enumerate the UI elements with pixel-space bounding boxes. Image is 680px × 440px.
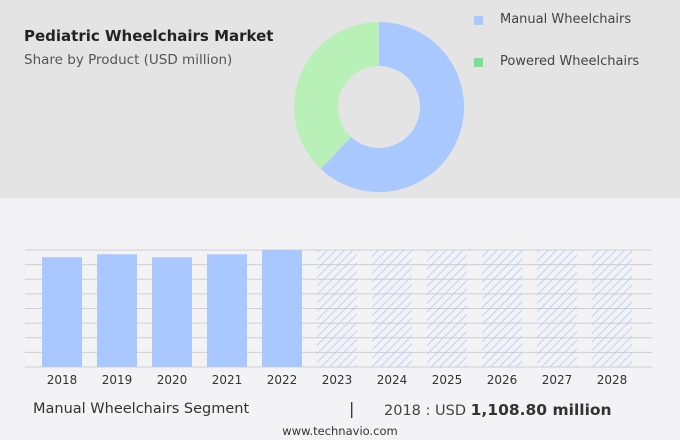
bar-forecast-2024: [372, 250, 412, 367]
x-tick-label: 2023: [322, 373, 353, 387]
bar-forecast-2023: [317, 250, 357, 367]
legend-item-manual: Manual Wheelchairs: [474, 12, 674, 30]
x-tick-label: 2026: [487, 373, 518, 387]
year-label: 2018 : USD: [384, 403, 466, 419]
separator: |: [349, 399, 355, 418]
bar-forecast-2025: [427, 250, 467, 367]
chart-title: Pediatric Wheelchairs Market: [24, 27, 274, 45]
legend-item-powered: Powered Wheelchairs: [474, 54, 674, 72]
bar-forecast-2028: [592, 250, 632, 367]
legend-label: Powered Wheelchairs: [500, 54, 640, 69]
segment-label: Manual Wheelchairs Segment: [33, 401, 250, 417]
bar-2020: [152, 257, 192, 367]
x-tick-label: 2028: [597, 373, 628, 387]
website: www.technavio.com: [282, 424, 398, 438]
value-text: 1,108.80 million: [470, 401, 612, 419]
chart-subtitle: Share by Product (USD million): [24, 52, 233, 68]
x-tick-label: 2024: [377, 373, 408, 387]
legend-label: Manual Wheelchairs: [500, 12, 632, 27]
donut-slice-0: [320, 22, 465, 192]
x-tick-label: 2025: [432, 373, 463, 387]
segment-value: 2018 : USD 1,108.80 million: [384, 401, 612, 419]
legend-swatch: [474, 58, 483, 67]
bar-forecast-2026: [482, 250, 522, 367]
x-tick-label: 2022: [267, 373, 298, 387]
bar-2018: [42, 257, 82, 367]
bar-2019: [97, 254, 137, 367]
bar-2022: [262, 250, 302, 367]
x-tick-label: 2019: [102, 373, 133, 387]
x-tick-label: 2018: [47, 373, 78, 387]
bar-forecast-2027: [537, 250, 577, 367]
donut-slice-1: [294, 22, 379, 169]
x-tick-label: 2021: [212, 373, 243, 387]
legend-swatch: [474, 16, 483, 25]
bar-2021: [207, 254, 247, 367]
x-tick-label: 2027: [542, 373, 573, 387]
x-tick-label: 2020: [157, 373, 188, 387]
